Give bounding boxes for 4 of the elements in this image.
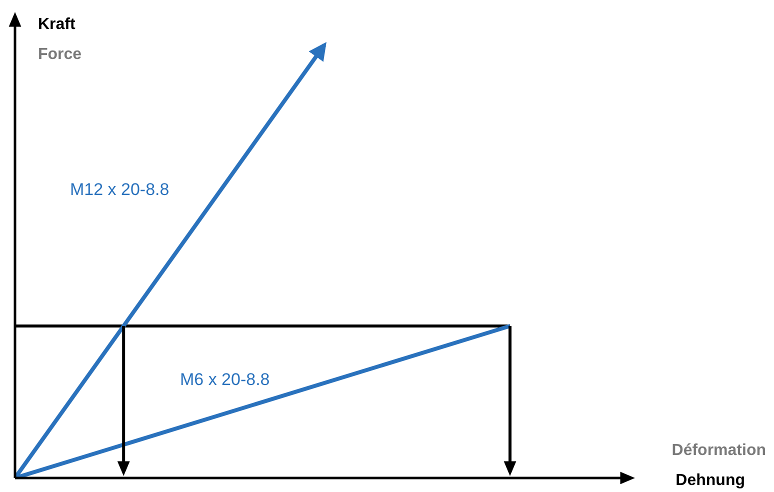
y-axis-title: Kraft Force xyxy=(38,15,82,65)
series-label: M6 x 20-8.8 xyxy=(180,370,270,390)
text: Déformation Dehnung xyxy=(672,441,766,491)
text: M12 x 20-8.8 xyxy=(70,180,170,200)
